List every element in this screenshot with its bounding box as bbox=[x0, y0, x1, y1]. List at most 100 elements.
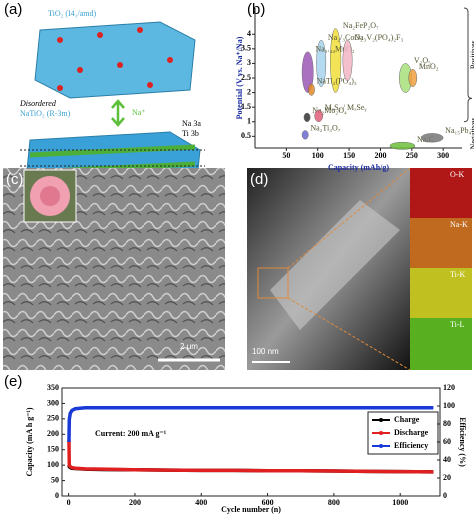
material-label: MₓSᵧ / MₓSeᵧ bbox=[325, 103, 368, 112]
arrow bbox=[111, 99, 125, 127]
rod bbox=[270, 200, 400, 330]
map-o bbox=[410, 168, 472, 218]
panel-label: (c) bbox=[6, 171, 24, 188]
panel-label: (a) bbox=[4, 1, 22, 18]
phase-label: Disordered bbox=[19, 99, 57, 108]
x-tick-label: 0 bbox=[67, 498, 71, 507]
range-ellipse bbox=[330, 28, 342, 93]
material-label: Na₁₅Pb₄ bbox=[445, 126, 471, 135]
legend-label: Charge bbox=[394, 415, 420, 424]
range-ellipse bbox=[316, 39, 327, 88]
material-label: Na₂Mo₂O₄ bbox=[312, 106, 347, 115]
material-label: Na₂FeP₂O₇ bbox=[343, 21, 379, 30]
map-label: Ti-L bbox=[450, 320, 464, 329]
x-tick-label: 600 bbox=[262, 498, 274, 507]
legend-marker bbox=[379, 444, 383, 448]
map-ti-k bbox=[410, 268, 472, 318]
range-ellipse bbox=[301, 51, 314, 93]
map-label: O-K bbox=[450, 170, 464, 179]
y-axis-label: Potential (V vs. Na⁺/Na) bbox=[235, 36, 244, 119]
y-tick-label: 1 bbox=[247, 117, 251, 126]
panel-label: (e) bbox=[4, 373, 22, 390]
x-tick-label: 800 bbox=[328, 498, 340, 507]
crystal-top bbox=[34, 21, 196, 99]
y2-axis-label: Efficiency (%) bbox=[458, 417, 467, 467]
y-tick-label: 4 bbox=[247, 29, 251, 38]
brace bbox=[463, 7, 473, 123]
range-ellipse bbox=[303, 112, 311, 122]
y-tick-label: 0 bbox=[55, 491, 59, 500]
map-ti-l bbox=[410, 318, 472, 370]
ion-label: Na⁺ bbox=[132, 108, 146, 117]
scale-label: 100 nm bbox=[252, 347, 279, 356]
y-tick-label: 0.5 bbox=[241, 131, 251, 140]
material-label: Na₂/₃CoO₂ bbox=[328, 33, 363, 42]
plot-frame bbox=[61, 387, 441, 497]
x-tick-label: 150 bbox=[343, 151, 355, 160]
map-label: Ti-K bbox=[450, 270, 465, 279]
legend-label: Discharge bbox=[394, 428, 429, 437]
panel-c: (c) 2 μm bbox=[3, 168, 225, 370]
legend-box bbox=[367, 411, 439, 455]
annotation: Current: 200 mA g⁻¹ bbox=[95, 429, 167, 438]
y2-tick-label: 60 bbox=[443, 437, 451, 446]
x-tick-label: 100 bbox=[312, 151, 324, 160]
flower-center bbox=[40, 186, 60, 206]
roi bbox=[257, 267, 289, 299]
atoms bbox=[57, 27, 173, 91]
y2-tick-label: 0 bbox=[443, 491, 447, 500]
y-tick-label: 150 bbox=[47, 445, 59, 454]
material-label: Na₂Ti₃O₇ bbox=[310, 123, 341, 132]
y-tick-label: 250 bbox=[47, 414, 59, 423]
y2-tick-label: 80 bbox=[443, 419, 451, 428]
y-tick-label: 2.5 bbox=[241, 73, 251, 82]
range-ellipse bbox=[314, 109, 323, 122]
map-na bbox=[410, 218, 472, 268]
y-axis-label: Capacity (mA h g⁻¹) bbox=[25, 407, 34, 476]
panel-label: (b) bbox=[247, 1, 265, 18]
material-label: V₂O₅ bbox=[414, 56, 431, 65]
x-tick-label: 400 bbox=[195, 498, 207, 507]
material-label: Na₃V₂(PO₄)₂F₃ bbox=[354, 33, 403, 42]
y-tick-label: 3 bbox=[247, 58, 251, 67]
x-tick-label: 50 bbox=[282, 151, 290, 160]
material-label: MnO₂ bbox=[419, 62, 439, 71]
range-ellipse bbox=[408, 69, 418, 87]
range-ellipse bbox=[420, 133, 444, 143]
x-axis-label: Cycle number (n) bbox=[221, 505, 281, 514]
x-tick-label: 200 bbox=[129, 498, 141, 507]
y2-tick-label: 100 bbox=[443, 401, 455, 410]
legend-marker bbox=[379, 418, 383, 422]
x-tick-label: 200 bbox=[374, 151, 386, 160]
y2-tick-label: 120 bbox=[443, 383, 455, 392]
map-label: Na-K bbox=[450, 220, 468, 229]
y2-tick-label: 40 bbox=[443, 455, 451, 464]
series-line bbox=[67, 406, 434, 443]
range-ellipse bbox=[308, 83, 315, 96]
range-ellipse bbox=[301, 130, 309, 140]
side-label: Positives bbox=[469, 40, 474, 69]
y-tick-label: 50 bbox=[51, 475, 59, 484]
phase-label: NaTiO₂ (R-3m) bbox=[20, 109, 71, 118]
range-ellipse bbox=[342, 39, 353, 82]
x-tick-label: 1000 bbox=[392, 498, 408, 507]
x-tick-label: 300 bbox=[437, 151, 449, 160]
y-tick-label: 350 bbox=[47, 383, 59, 392]
x-tick-label: 250 bbox=[406, 151, 418, 160]
side-label: Negatives bbox=[469, 117, 474, 149]
range-ellipse bbox=[389, 141, 416, 150]
panel-label: (d) bbox=[250, 171, 268, 188]
material-label: Na₀.₄₄MnO₂ bbox=[315, 45, 355, 54]
x-axis-label: Capacity (mAh/g) bbox=[328, 163, 389, 172]
legend-marker bbox=[379, 431, 383, 435]
scale-label: 2 μm bbox=[180, 342, 198, 351]
panel-d: O-K Na-K Ti-K Ti-L (d) 100 nm bbox=[247, 167, 472, 371]
y-tick-label: 3.5 bbox=[241, 44, 251, 53]
site-label: Ti 3b bbox=[182, 129, 199, 138]
series-line bbox=[67, 440, 434, 474]
site-label: Na 3a bbox=[182, 119, 201, 128]
y-tick-label: 200 bbox=[47, 429, 59, 438]
y-tick-label: 100 bbox=[47, 460, 59, 469]
phase-label: TiO₂ (I4₁/amd) bbox=[48, 9, 97, 18]
